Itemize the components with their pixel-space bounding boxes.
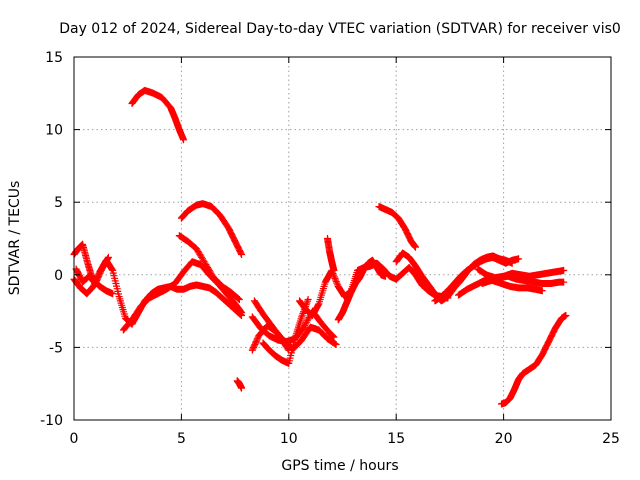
x-tick-label: 15	[387, 431, 405, 447]
series-arc-16	[375, 203, 419, 251]
series-arc-12	[259, 296, 312, 367]
series-arc-22	[498, 312, 570, 408]
y-tick-label: -10	[40, 413, 63, 429]
x-tick-label: 0	[70, 431, 79, 447]
y-axis-label: SDTVAR / TECUs	[7, 181, 23, 296]
data-marker	[334, 256, 389, 324]
y-tick-label: 0	[54, 268, 63, 284]
data-marker	[431, 253, 523, 305]
data-marker	[250, 297, 293, 354]
series-arc-13	[296, 259, 452, 319]
x-tick-label: 10	[280, 431, 298, 447]
series-arc-1	[128, 86, 187, 144]
data-marker	[128, 86, 187, 144]
series-arc-7	[72, 253, 112, 287]
data-marker	[177, 200, 245, 258]
data-marker	[296, 259, 452, 319]
y-tick-label: 15	[45, 50, 63, 66]
data-series	[70, 86, 570, 408]
series-arc-2	[177, 200, 245, 258]
x-tick-label: 20	[495, 431, 513, 447]
series-arc-14	[324, 235, 338, 274]
axis-ticks: 0 5 10 15 20 25 -10 -5 0 5 10 15	[40, 50, 620, 447]
series-arc-8	[233, 377, 245, 392]
series-arc-15	[334, 256, 389, 324]
data-marker	[259, 296, 312, 367]
data-marker	[119, 258, 245, 334]
y-tick-label: -5	[49, 340, 63, 356]
series-arc-11	[250, 297, 293, 354]
data-marker	[498, 312, 570, 408]
y-tick-label: 5	[54, 195, 63, 211]
series-arc-21	[478, 272, 568, 287]
data-marker	[324, 235, 338, 274]
plot-frame	[73, 56, 612, 421]
x-tick-label: 25	[602, 431, 620, 447]
series-arc-18	[431, 253, 523, 305]
data-marker	[375, 203, 419, 251]
data-marker	[72, 253, 112, 287]
x-tick-label: 5	[177, 431, 186, 447]
data-marker	[478, 272, 568, 287]
series-arc-6	[119, 258, 245, 334]
y-tick-label: 10	[45, 123, 63, 139]
chart-title: Day 012 of 2024, Sidereal Day-to-day VTE…	[59, 21, 621, 37]
x-axis-label: GPS time / hours	[281, 458, 398, 474]
data-marker	[233, 377, 245, 392]
